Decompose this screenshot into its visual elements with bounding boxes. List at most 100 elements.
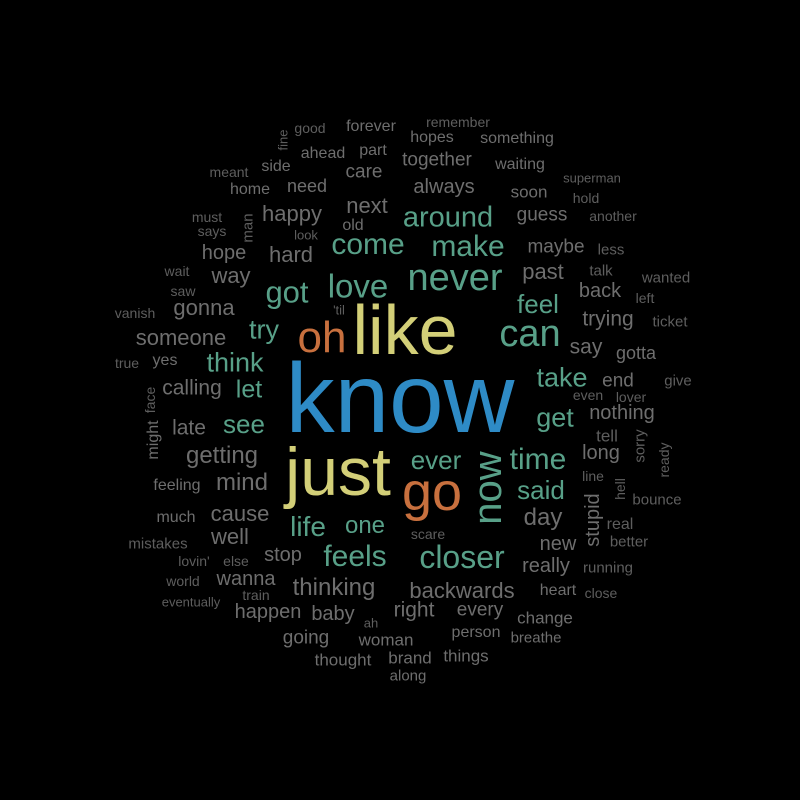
word-time: time <box>509 443 567 476</box>
word-something: something <box>480 130 554 147</box>
word-past: past <box>522 259 564 284</box>
word-backwards: backwards <box>409 578 515 603</box>
word-wait: wait <box>164 263 190 279</box>
word-face: face <box>142 386 158 414</box>
word-wanna: wanna <box>216 568 276 590</box>
word-back: back <box>578 280 622 302</box>
word-man: man <box>239 213 257 243</box>
word-think: think <box>206 347 264 378</box>
word-side: side <box>261 158 291 175</box>
word-just: just <box>285 434 391 510</box>
word-else: else <box>223 553 249 569</box>
word-let: let <box>235 375 263 404</box>
word-might: might <box>145 420 162 460</box>
word-real: real <box>606 516 634 533</box>
word-need: need <box>286 176 328 196</box>
word-change: change <box>517 608 573 628</box>
word-happen: happen <box>234 601 302 623</box>
word-bounce: bounce <box>632 491 682 509</box>
word-new: new <box>539 533 577 555</box>
word-oh: oh <box>297 313 347 362</box>
word-calling: calling <box>162 376 222 400</box>
word-sorry: sorry <box>631 429 649 463</box>
word-stop: stop <box>264 544 302 566</box>
word-someone: someone <box>135 325 227 350</box>
word-breathe: breathe <box>510 629 562 647</box>
word-ah: ah <box>363 615 379 631</box>
word-lovin: lovin' <box>178 553 210 569</box>
word-hold: hold <box>572 190 600 206</box>
word-together: together <box>402 149 472 171</box>
word-hell: hell <box>612 478 628 500</box>
word-superman: superman <box>563 170 621 186</box>
word-waiting: waiting <box>495 156 545 173</box>
word-feeling: feeling <box>153 477 201 494</box>
word-happy: happy <box>262 201 322 226</box>
word-til: 'til <box>333 302 345 318</box>
word-life: life <box>290 511 326 542</box>
word-brand: brand <box>388 648 432 668</box>
word-thinking: thinking <box>292 574 376 601</box>
word-can: can <box>499 313 561 355</box>
word-wanted: wanted <box>641 269 691 287</box>
word-talk: talk <box>589 262 613 280</box>
word-home: home <box>229 181 271 198</box>
word-maybe: maybe <box>527 236 585 258</box>
word-come: come <box>331 228 405 261</box>
word-end: end <box>602 370 634 392</box>
word-left: left <box>635 290 655 306</box>
word-must: must <box>191 209 223 225</box>
word-getting: getting <box>185 442 259 469</box>
word-one: one <box>344 512 386 539</box>
word-make: make <box>431 230 505 263</box>
word-person: person <box>451 624 501 641</box>
word-another: another <box>589 208 637 224</box>
word-every: every <box>456 599 504 621</box>
word-care: care <box>345 161 383 183</box>
word-take: take <box>536 362 588 393</box>
word-gonna: gonna <box>173 295 235 320</box>
word-well: well <box>211 524 249 549</box>
word-say: say <box>569 335 603 359</box>
word-hope: hope <box>201 242 247 264</box>
word-hopes: hopes <box>410 129 454 146</box>
word-scare: scare <box>410 526 446 542</box>
word-better: better <box>609 533 649 551</box>
word-late: late <box>172 416 206 440</box>
word-saw: saw <box>170 283 196 299</box>
word-meant: meant <box>209 164 249 180</box>
word-says: says <box>197 223 227 239</box>
word-world: world <box>166 573 200 589</box>
word-like: like <box>352 291 458 369</box>
word-right: right <box>393 598 435 622</box>
word-eventually: eventually <box>161 594 221 610</box>
word-gotta: gotta <box>615 343 657 363</box>
word-really: really <box>522 555 570 577</box>
word-next: next <box>346 193 388 218</box>
word-thought: thought <box>314 650 372 670</box>
word-now: now <box>466 451 510 525</box>
word-long: long <box>582 442 620 464</box>
word-close: close <box>584 585 618 601</box>
word-look: look <box>294 227 318 243</box>
word-vanish: vanish <box>114 305 156 321</box>
word-feels: feels <box>323 540 387 573</box>
word-even: even <box>572 387 604 403</box>
word-stupid: stupid <box>582 493 604 547</box>
word-never: never <box>407 257 503 299</box>
word-yes: yes <box>152 352 178 369</box>
word-way: way <box>211 263 251 288</box>
word-much: much <box>156 509 196 526</box>
word-cause: cause <box>210 501 270 526</box>
word-things: things <box>443 646 489 666</box>
word-remember: remember <box>426 114 490 130</box>
word-tell: tell <box>596 426 618 446</box>
word-know: know <box>285 343 515 453</box>
word-heart: heart <box>539 582 577 599</box>
word-train: train <box>242 587 270 603</box>
word-trying: trying <box>582 307 634 331</box>
word-closer: closer <box>419 539 505 575</box>
word-along: along <box>389 667 427 685</box>
word-around: around <box>402 201 494 234</box>
